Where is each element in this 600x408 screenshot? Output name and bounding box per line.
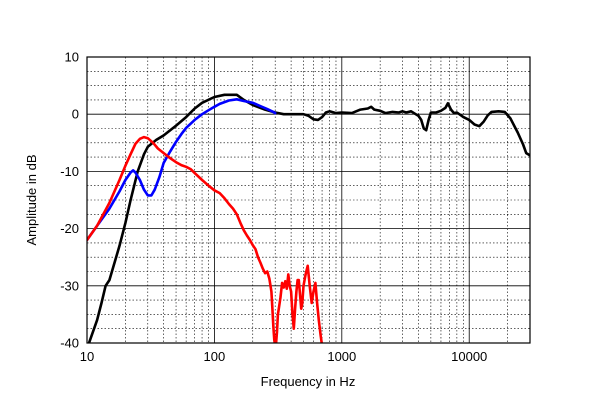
y-tick-label: 0 (72, 107, 79, 122)
x-axis-label: Frequency in Hz (261, 374, 356, 389)
series-group (87, 93, 530, 343)
series-line-1 (87, 93, 530, 343)
series-line-2 (87, 98, 277, 242)
y-tick-labels: 10 0 -10 -20 -30 -40 (60, 50, 79, 351)
x-tick-label: 1000 (327, 349, 356, 364)
y-axis-label: Amplitude in dB (24, 154, 39, 245)
y-tick-label: -20 (60, 221, 79, 236)
y-tick-label: 10 (65, 50, 79, 65)
x-tick-labels: 10 100 1000 10000 (80, 349, 488, 364)
y-tick-label: -10 (60, 164, 79, 179)
grid-minor (87, 57, 531, 343)
y-tick-label: -30 (60, 278, 79, 293)
x-tick-label: 10 (80, 349, 94, 364)
plot-frame (86, 56, 531, 344)
y-tick-label: -40 (60, 336, 79, 351)
x-tick-label: 10000 (451, 349, 487, 364)
series-line-3 (87, 135, 324, 343)
x-tick-label: 100 (204, 349, 226, 364)
